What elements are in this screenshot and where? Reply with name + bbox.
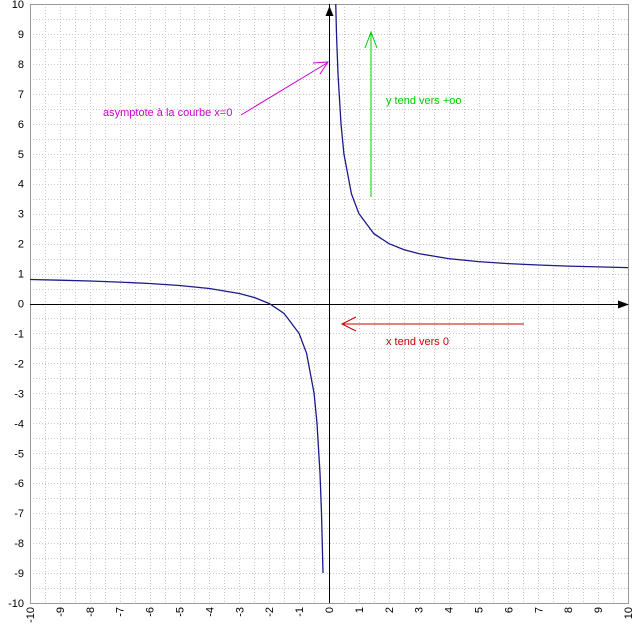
x-tick-label: -5 [175,607,187,617]
annotation-asymptote-label: asymptote à la courbe x=0 [103,107,232,119]
y-tick-label: -10 [8,598,24,610]
x-tick-label: -2 [264,607,276,617]
x-tick-label: 6 [503,607,515,613]
y-tick-label: -9 [14,568,24,580]
x-tick-label: 9 [593,607,605,613]
annotation-y-limit-label: y tend vers +oo [386,95,462,107]
y-tick-label: 10 [12,0,24,11]
x-tick-label: -1 [294,607,306,617]
grid [30,4,628,603]
curve-branch-negative-x [30,278,324,574]
x-limit-arrowhead [340,316,357,332]
x-tick-label: -9 [55,607,67,617]
y-tick-label: 6 [18,119,24,131]
y-tick-label: 4 [18,179,24,191]
y-tick-label: 0 [18,299,24,311]
x-tick-label: 2 [384,607,396,613]
x-tick-label: -6 [145,607,157,617]
y-tick-label: 1 [18,269,24,281]
x-tick-label: 3 [414,607,426,613]
curve-layer [30,4,628,574]
y-tick-label: 3 [18,209,24,221]
x-tick-label: -8 [85,607,97,617]
y-tick-label: -2 [14,358,24,370]
y-limit-arrowhead [364,30,378,49]
asymptote-arrow-shaft [240,62,328,116]
x-tick-label: -7 [115,607,127,617]
curve-branch-positive-x [335,4,628,269]
axes [30,4,629,603]
x-tick-label: -3 [234,607,246,617]
x-axis-arrowhead [618,300,629,309]
x-tick-label: 10 [623,607,633,619]
annotation-arrows [240,30,524,332]
y-tick-label: -3 [14,388,24,400]
x-tick-label: 4 [444,607,456,613]
y-tick-label: -1 [14,328,24,340]
y-tick-label: -8 [14,538,24,550]
y-tick-label: 9 [18,29,24,41]
x-tick-label: -10 [25,607,37,623]
y-tick-label: 2 [18,239,24,251]
y-tick-label: 8 [18,59,24,71]
x-tick-label: 5 [474,607,486,613]
y-tick-label: -5 [14,448,24,460]
x-tick-label: -4 [204,607,216,617]
y-tick-label: -4 [14,418,24,430]
annotation-x-limit-label: x tend vers 0 [386,336,449,348]
y-axis-arrowhead [325,6,334,16]
x-tick-label: 1 [354,607,366,613]
y-tick-label: 5 [18,149,24,161]
y-tick-label: -6 [14,478,24,490]
x-tick-labels: -10 -9 -8 -7 -6 -5 -4 -3 -2 -1 0 1 2 3 4 5 6 7 8 9 10 [25,607,633,623]
asymptote-arrowhead [312,61,329,75]
x-tick-label: 0 [324,607,336,613]
y-tick-label: -7 [14,508,24,520]
y-tick-label: 7 [18,89,24,101]
x-tick-label: 7 [533,607,545,613]
x-tick-label: 8 [563,607,575,613]
